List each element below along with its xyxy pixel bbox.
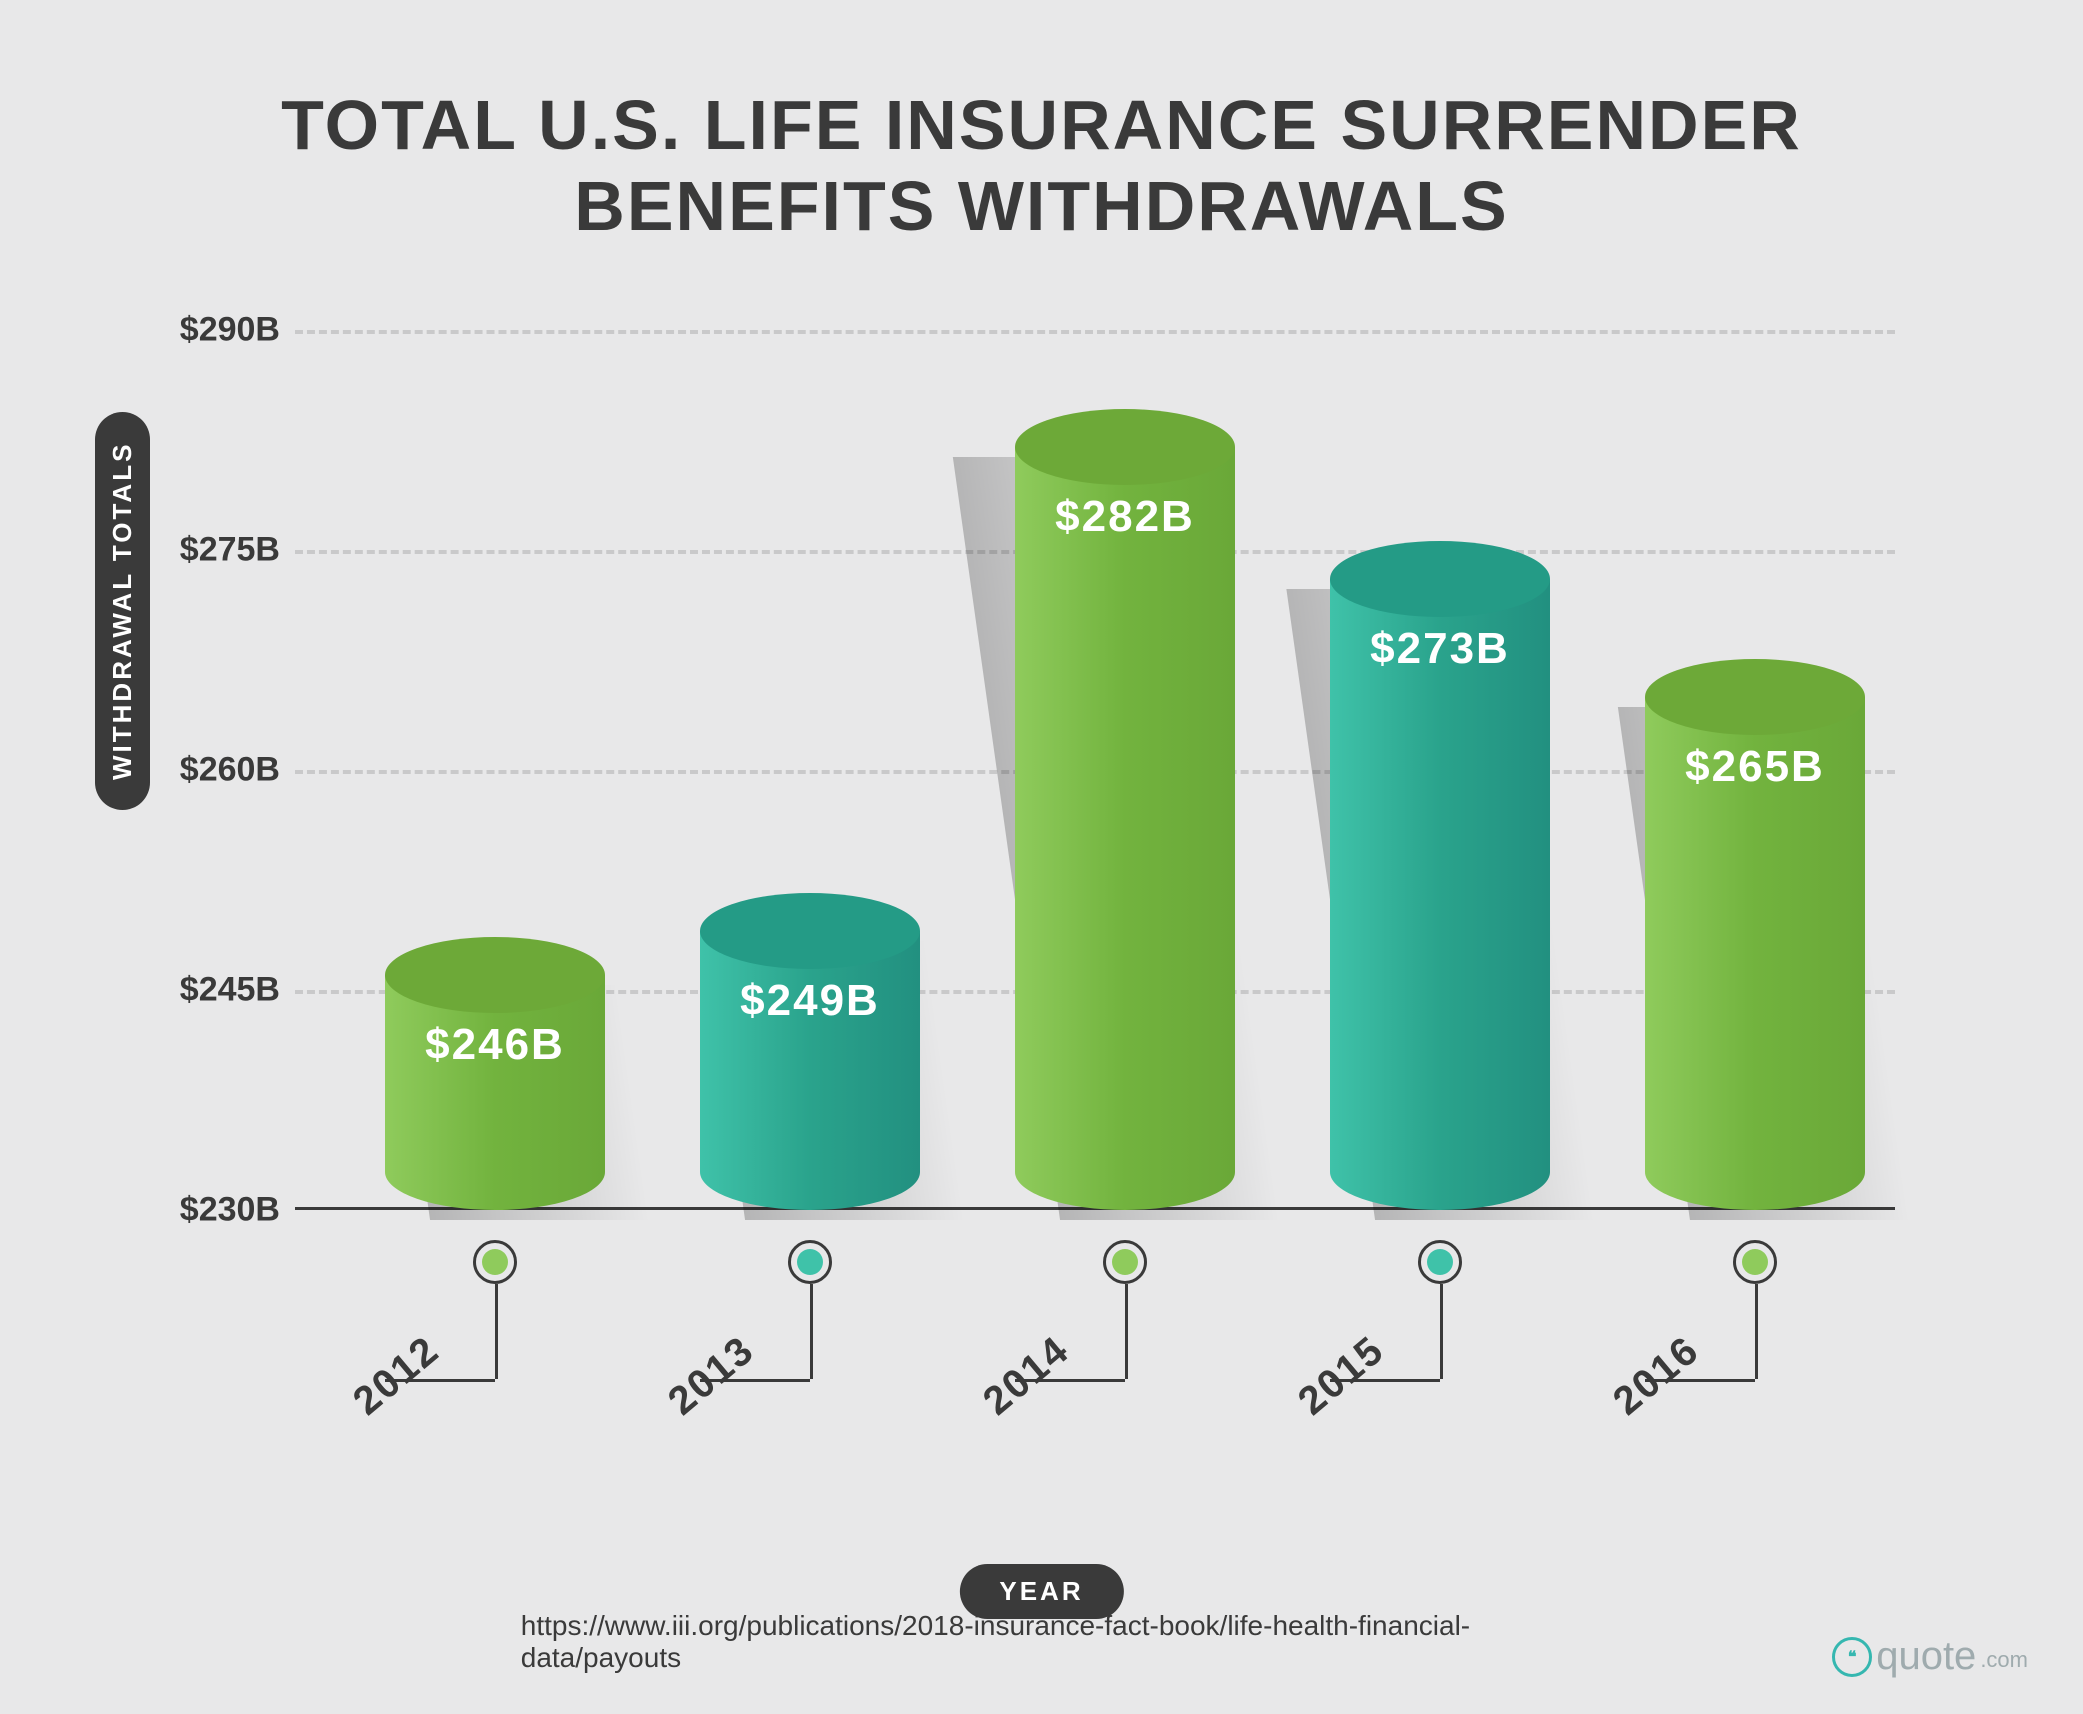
bar-2013: $249B	[700, 931, 920, 1210]
bar-top-ellipse	[1015, 409, 1235, 485]
x-marker-stem	[1755, 1284, 1758, 1379]
x-marker-stem	[1440, 1284, 1443, 1379]
title-line-1: TOTAL U.S. LIFE INSURANCE SURRENDER	[0, 85, 2083, 166]
bar-top-ellipse	[1330, 541, 1550, 617]
x-axis-marker: 2013	[700, 1240, 920, 1284]
x-axis-marker: 2014	[1015, 1240, 1235, 1284]
x-axis-marker: 2012	[385, 1240, 605, 1284]
x-axis-year-label: 2014	[975, 1328, 1078, 1425]
x-axis-year-label: 2013	[660, 1328, 763, 1425]
x-marker-ring-icon	[1733, 1240, 1777, 1284]
chart-container: WITHDRAWAL TOTALS $230B$245B$260B$275B$2…	[165, 330, 1925, 1330]
x-marker-dot-icon	[1112, 1249, 1138, 1275]
y-tick-label: $230B	[130, 1191, 280, 1230]
brand-logo: ❝ quote .com	[1832, 1634, 2028, 1679]
x-marker-dot-icon	[482, 1249, 508, 1275]
logo-suffix: .com	[1980, 1647, 2028, 1673]
bar-value-label: $246B	[385, 1020, 605, 1070]
y-tick-label: $275B	[130, 531, 280, 570]
x-marker-ring-icon	[788, 1240, 832, 1284]
x-axis-year-label: 2015	[1290, 1328, 1393, 1425]
bar-2014: $282B	[1015, 447, 1235, 1210]
x-marker-stem	[495, 1284, 498, 1379]
x-marker-ring-icon	[473, 1240, 517, 1284]
bar-value-label: $249B	[700, 976, 920, 1026]
x-axis-marker: 2015	[1330, 1240, 1550, 1284]
x-marker-stem	[810, 1284, 813, 1379]
y-tick-label: $290B	[130, 311, 280, 350]
bar-2012: $246B	[385, 975, 605, 1210]
x-axis-year-label: 2012	[345, 1328, 448, 1425]
x-marker-stem	[1125, 1284, 1128, 1379]
title-line-2: BENEFITS WITHDRAWALS	[0, 166, 2083, 247]
x-axis-year-label: 2016	[1605, 1328, 1708, 1425]
y-tick-label: $245B	[130, 971, 280, 1010]
bar-value-label: $282B	[1015, 492, 1235, 542]
bar-value-label: $265B	[1645, 742, 1865, 792]
gridline	[295, 330, 1895, 334]
logo-brand: quote	[1876, 1634, 1976, 1679]
chart-title: TOTAL U.S. LIFE INSURANCE SURRENDER BENE…	[0, 0, 2083, 246]
bar-value-label: $273B	[1330, 624, 1550, 674]
y-tick-label: $260B	[130, 751, 280, 790]
x-marker-ring-icon	[1418, 1240, 1462, 1284]
bar-2016: $265B	[1645, 697, 1865, 1210]
chart-plot-area: $230B$245B$260B$275B$290B$246B2012$249B2…	[295, 330, 1895, 1210]
bar-2015: $273B	[1330, 579, 1550, 1210]
bar-body	[1015, 447, 1235, 1210]
x-marker-dot-icon	[1742, 1249, 1768, 1275]
x-marker-dot-icon	[797, 1249, 823, 1275]
source-citation: https://www.iii.org/publications/2018-in…	[521, 1610, 1563, 1674]
x-marker-ring-icon	[1103, 1240, 1147, 1284]
bar-top-ellipse	[700, 893, 920, 969]
x-marker-dot-icon	[1427, 1249, 1453, 1275]
bar-body	[700, 931, 920, 1210]
bar-top-ellipse	[1645, 659, 1865, 735]
x-axis-marker: 2016	[1645, 1240, 1865, 1284]
bar-top-ellipse	[385, 937, 605, 1013]
quote-icon: ❝	[1832, 1637, 1872, 1677]
